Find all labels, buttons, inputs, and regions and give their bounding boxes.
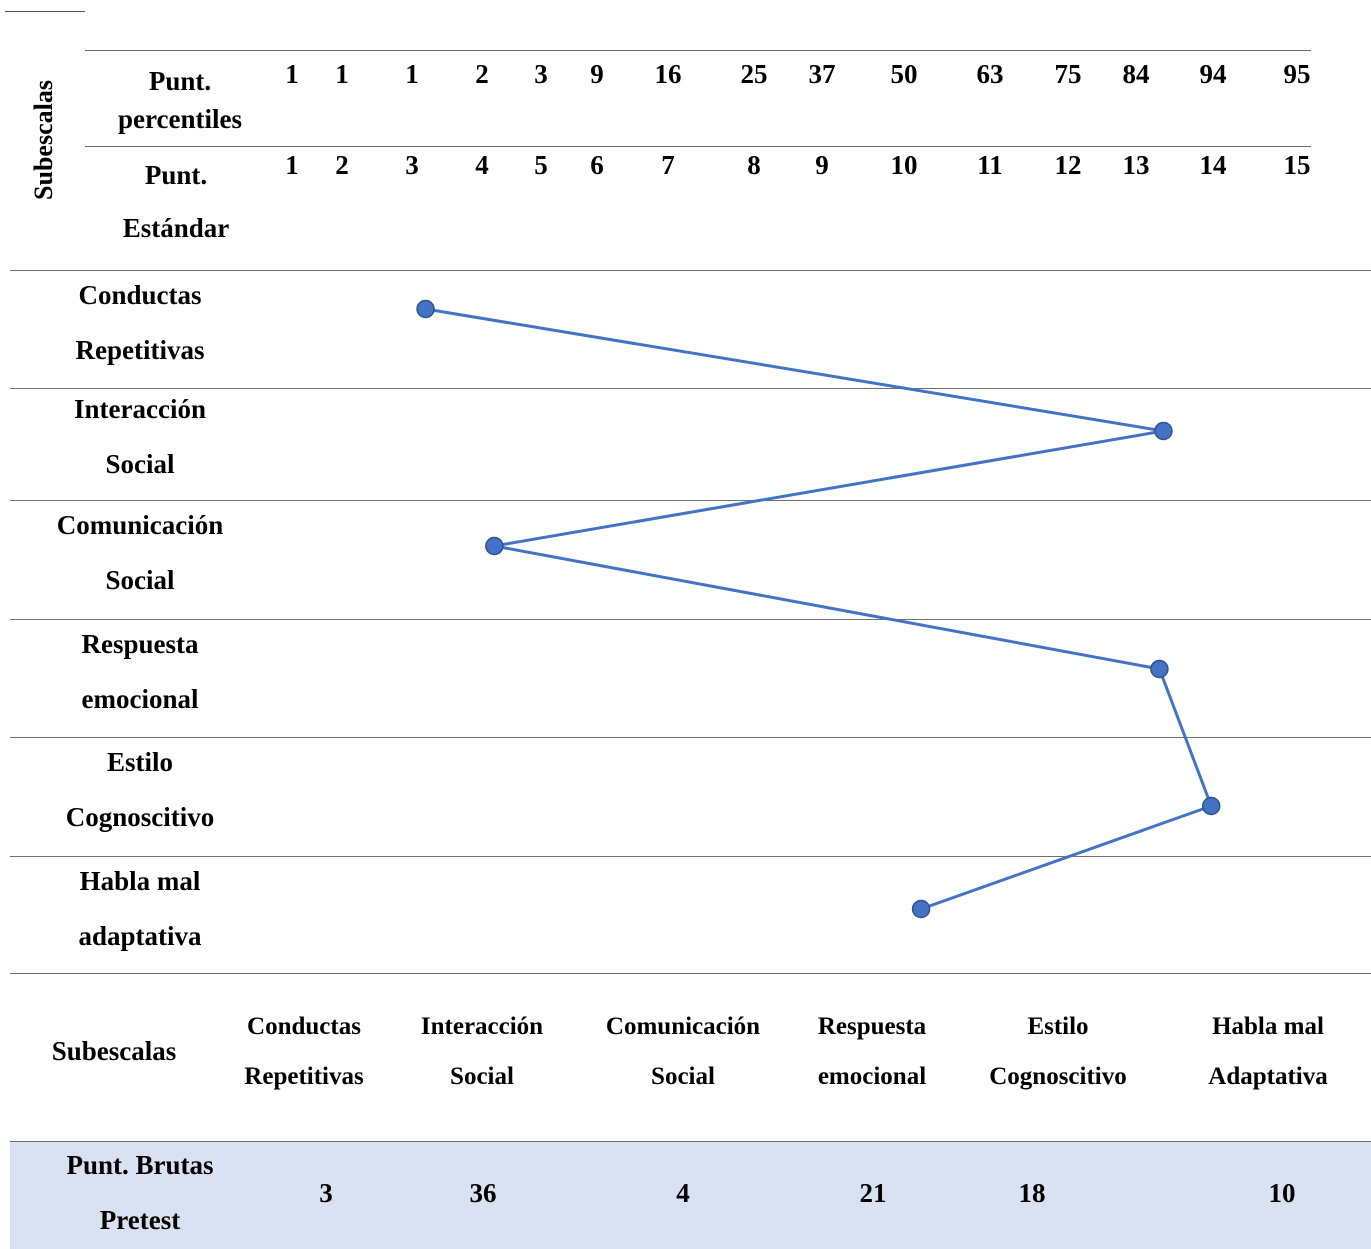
percentile-value-3: 1 bbox=[405, 59, 419, 89]
profile-point-6 bbox=[911, 899, 931, 919]
row-label-1a: Conductas bbox=[78, 280, 202, 310]
rule-row-2 bbox=[10, 500, 1371, 501]
percentile-value-10: 50 bbox=[890, 59, 918, 89]
percentile-value-7: 16 bbox=[654, 59, 682, 89]
summary-col-2a: Interacción bbox=[420, 1013, 544, 1040]
standard-score-11: 11 bbox=[977, 150, 1003, 180]
row-label-6b: adaptativa bbox=[78, 921, 202, 951]
summary-col-5b: Cognoscitivo bbox=[989, 1063, 1127, 1090]
standard-score-5: 5 bbox=[534, 150, 548, 180]
percentile-value-5: 3 bbox=[534, 59, 548, 89]
summary-col-4a: Respuesta bbox=[817, 1013, 927, 1040]
profile-point-5 bbox=[1201, 796, 1221, 816]
profile-point-2 bbox=[1154, 421, 1173, 441]
summary-subescalas-label: Subescalas bbox=[51, 1036, 177, 1066]
summary-col-5a: Estilo bbox=[1027, 1013, 1089, 1040]
row-label-2b: Social bbox=[105, 449, 175, 479]
pretest-label-line1: Punt. Brutas bbox=[66, 1150, 214, 1180]
row-label-1b: Repetitivas bbox=[75, 335, 205, 365]
pretest-value-6: 10 bbox=[1268, 1178, 1296, 1208]
standard-score-7: 7 bbox=[661, 150, 675, 180]
row-label-3b: Social bbox=[105, 565, 175, 595]
row-label-4b: emocional bbox=[81, 684, 199, 714]
summary-col-1a: Conductas bbox=[247, 1013, 361, 1040]
rule-header-mid bbox=[85, 146, 1311, 147]
row-label-4a: Respuesta bbox=[81, 629, 199, 659]
rule-profile-bottom bbox=[10, 973, 1371, 974]
percentile-value-12: 75 bbox=[1054, 59, 1082, 89]
standard-score-13: 13 bbox=[1122, 150, 1150, 180]
percentile-value-15: 95 bbox=[1283, 59, 1311, 89]
pretest-value-1: 3 bbox=[319, 1178, 333, 1208]
percentile-value-8: 25 bbox=[740, 59, 768, 89]
row-label-6a: Habla mal bbox=[79, 866, 201, 896]
percentile-value-11: 63 bbox=[976, 59, 1004, 89]
rule-row-3 bbox=[10, 619, 1371, 620]
rule-profile-top bbox=[10, 270, 1371, 271]
summary-col-6a: Habla mal bbox=[1212, 1013, 1324, 1040]
pretest-label-line2: Pretest bbox=[99, 1205, 181, 1235]
percentile-value-9: 37 bbox=[808, 59, 836, 89]
standard-score-6: 6 bbox=[590, 150, 604, 180]
profile-point-4 bbox=[1150, 659, 1169, 679]
row-label-5b: Cognoscitivo bbox=[65, 802, 215, 832]
percentiles-label-line1: Punt. bbox=[148, 66, 212, 96]
percentile-value-2: 1 bbox=[335, 59, 349, 89]
pretest-value-5: 18 bbox=[1018, 1178, 1046, 1208]
summary-col-6b: Adaptativa bbox=[1208, 1063, 1328, 1090]
row-label-5a: Estilo bbox=[106, 747, 174, 777]
row-label-2a: Interacción bbox=[74, 394, 206, 424]
standard-score-4: 4 bbox=[475, 150, 489, 180]
percentile-value-1: 1 bbox=[285, 59, 299, 89]
standard-score-10: 10 bbox=[890, 150, 918, 180]
estandar-label-line2: Estándar bbox=[122, 213, 230, 243]
pretest-value-3: 4 bbox=[676, 1178, 690, 1208]
standard-score-2: 2 bbox=[335, 150, 349, 180]
standard-score-9: 9 bbox=[815, 150, 829, 180]
summary-col-4b: emocional bbox=[817, 1063, 927, 1090]
percentile-value-6: 9 bbox=[590, 59, 604, 89]
standard-score-8: 8 bbox=[747, 150, 761, 180]
summary-col-3b: Social bbox=[651, 1063, 715, 1090]
estandar-label-line1: Punt. bbox=[144, 160, 208, 190]
rule-header-top bbox=[85, 50, 1311, 51]
profile-point-1 bbox=[416, 299, 435, 319]
standard-score-3: 3 bbox=[405, 150, 419, 180]
percentile-value-4: 2 bbox=[475, 59, 489, 89]
pretest-value-2: 36 bbox=[469, 1178, 497, 1208]
profile-point-3 bbox=[485, 536, 504, 556]
percentile-value-13: 84 bbox=[1122, 59, 1150, 89]
standard-score-12: 12 bbox=[1054, 150, 1082, 180]
summary-col-1b: Repetitivas bbox=[244, 1063, 364, 1090]
top-rule bbox=[5, 11, 85, 12]
summary-col-2b: Social bbox=[450, 1063, 514, 1090]
standard-score-15: 15 bbox=[1283, 150, 1311, 180]
pretest-value-4: 21 bbox=[859, 1178, 887, 1208]
standard-score-14: 14 bbox=[1199, 150, 1227, 180]
rule-row-5 bbox=[10, 856, 1371, 857]
summary-col-3a: Comunicación bbox=[605, 1013, 761, 1040]
standard-score-1: 1 bbox=[285, 150, 299, 180]
pretest-row-band bbox=[10, 1142, 1371, 1249]
percentiles-label-line2: percentiles bbox=[118, 104, 242, 134]
rule-row-4 bbox=[10, 737, 1371, 738]
rule-pretest-top bbox=[10, 1141, 1371, 1142]
row-label-3a: Comunicación bbox=[56, 510, 224, 540]
rule-row-1 bbox=[10, 388, 1371, 389]
percentile-value-14: 94 bbox=[1199, 59, 1227, 89]
profile-line bbox=[425, 307, 1214, 911]
